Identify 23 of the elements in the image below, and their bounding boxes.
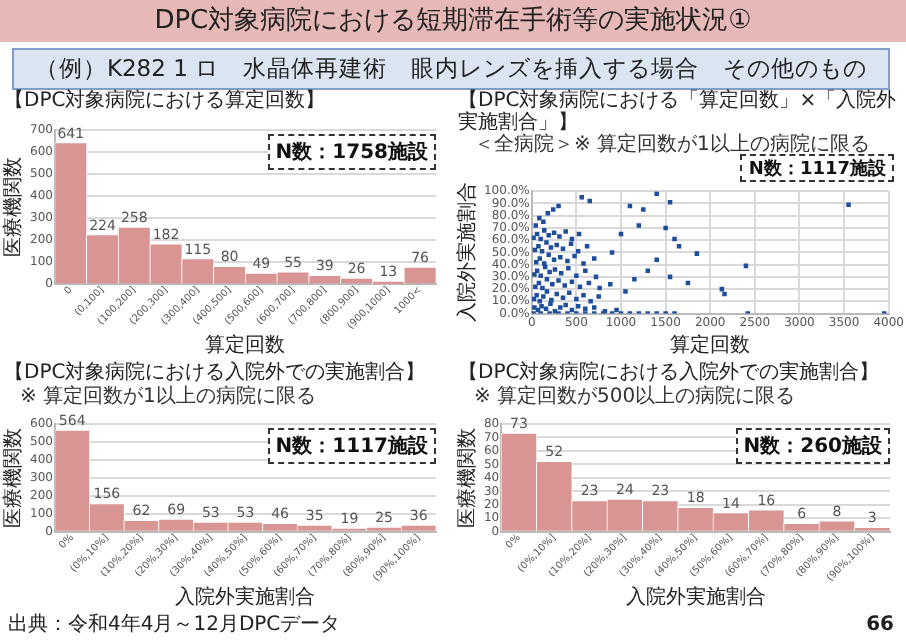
- chart-title: 【DPC対象病院における入院外での実施割合】: [2, 362, 428, 385]
- text: N数：1117施設: [740, 154, 894, 182]
- y-axis-title: 入院外実施割合: [455, 182, 480, 323]
- source-note: 出典：令和4年4月～12月DPCデータ: [8, 612, 341, 640]
- text: DPC対象病院における短期滞在手術等の実施状況①: [0, 0, 906, 42]
- chart-title: 【DPC対象病院における入院外での実施割合】: [456, 362, 882, 385]
- annotation: N数：1117施設: [267, 427, 436, 463]
- chart-title: 【DPC対象病院における「算定回数」×「入院外実施割合」】: [456, 90, 899, 133]
- text: 66: [866, 612, 894, 640]
- annotation: N数：1758施設: [267, 133, 436, 169]
- x-axis-title: 算定回数: [205, 332, 286, 357]
- x-axis-title: 入院外実施割合: [175, 584, 316, 609]
- chart-subtitle: ※ 算定回数が500以上の病院に限る: [472, 385, 798, 407]
- chart-subtitle: ※ 算定回数が1以上の病院に限る: [18, 385, 318, 407]
- y-axis-title: 医療機関数: [1, 156, 26, 257]
- x-axis-title: 入院外実施割合: [625, 584, 766, 609]
- text: （例）K282 1 ロ 水晶体再建術 眼内レンズを挿入する場合 その他のもの: [12, 48, 890, 90]
- x-axis-title: 算定回数: [670, 333, 751, 358]
- chart-subtitle: ＜全病院＞※ 算定回数が1以上の病院に限る: [472, 134, 872, 156]
- y-axis-title: 医療機関数: [455, 426, 480, 527]
- y-axis-title: 医療機関数: [1, 426, 26, 527]
- chart-title: 【DPC対象病院における算定回数】: [2, 90, 328, 113]
- annotation: N数：260施設: [735, 427, 890, 463]
